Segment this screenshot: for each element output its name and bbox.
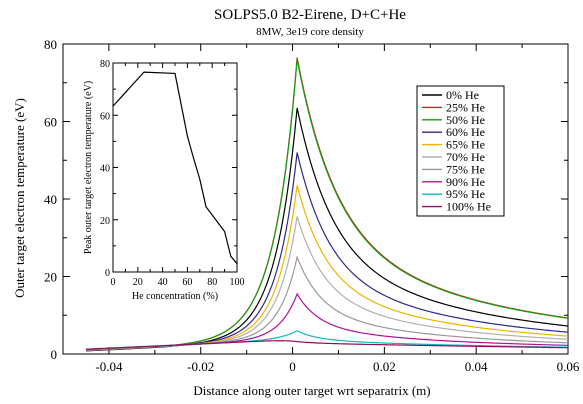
- legend-label: 60% He: [446, 125, 485, 139]
- legend-label: 95% He: [446, 187, 485, 201]
- inset-y-tick-label: 80: [100, 59, 110, 70]
- inset-frame: [112, 62, 238, 273]
- y-tick-label: 40: [44, 192, 57, 207]
- inset-x-tick-label: 0: [111, 277, 116, 288]
- inset-y-tick-label: 40: [100, 164, 110, 175]
- legend-label: 100% He: [446, 200, 491, 214]
- x-tick-label: 0.02: [373, 359, 396, 374]
- chart-subtitle: 8MW, 3e19 core density: [256, 26, 364, 38]
- inset-x-tick-label: 40: [158, 277, 168, 288]
- legend-label: 0% He: [446, 88, 479, 102]
- chart-title: SOLPS5.0 B2-Eirene, D+C+He: [214, 7, 406, 23]
- inset-plot: 0 20 40 60 80 100 0 20 40 60 80 He concentration (%…: [83, 59, 245, 302]
- legend-label: 25% He: [446, 100, 485, 114]
- inset-x-tick-label: 20: [133, 277, 143, 288]
- y-axis-label: Outer target electron temperature (eV): [12, 98, 27, 298]
- inset-x-tick-label: 60: [182, 277, 192, 288]
- x-tick-label: 0: [289, 359, 296, 374]
- inset-line: [112, 71, 238, 265]
- x-tick-label: 0.04: [465, 359, 488, 374]
- x-axis-label: Distance along outer target wrt separatr…: [193, 383, 430, 398]
- inset-x-tick-label: 80: [207, 277, 217, 288]
- series-line: [85, 340, 569, 350]
- inset-y-tick-label: 60: [100, 111, 110, 122]
- x-tick-label: -0.02: [187, 359, 214, 374]
- y-tick-label: 20: [44, 270, 57, 285]
- inset-y-tick-label: 0: [105, 268, 110, 279]
- inset-y-axis-label: Peak outer target electron temperature (…: [83, 81, 94, 254]
- inset-x-axis-label: He concentration (%): [132, 291, 218, 302]
- x-tick-label: 0.06: [557, 359, 580, 374]
- inset-x-tick-label: 100: [230, 277, 245, 288]
- legend-label: 90% He: [446, 175, 485, 189]
- series-line: [85, 292, 569, 351]
- legend-label: 65% He: [446, 138, 485, 152]
- main-plot: -0.04 -0.02 0 0.02 0.04 0.06 0 20 40 60 80: [44, 37, 580, 374]
- y-tick-label: 60: [44, 115, 57, 130]
- inset-y-tick-label: 20: [100, 216, 110, 227]
- x-tick-label: -0.04: [95, 359, 123, 374]
- y-tick-label: 80: [44, 37, 57, 52]
- legend-label: 75% He: [446, 162, 485, 176]
- legend-label: 70% He: [446, 150, 485, 164]
- legend-label: 50% He: [446, 113, 485, 127]
- y-tick-label: 0: [51, 347, 58, 362]
